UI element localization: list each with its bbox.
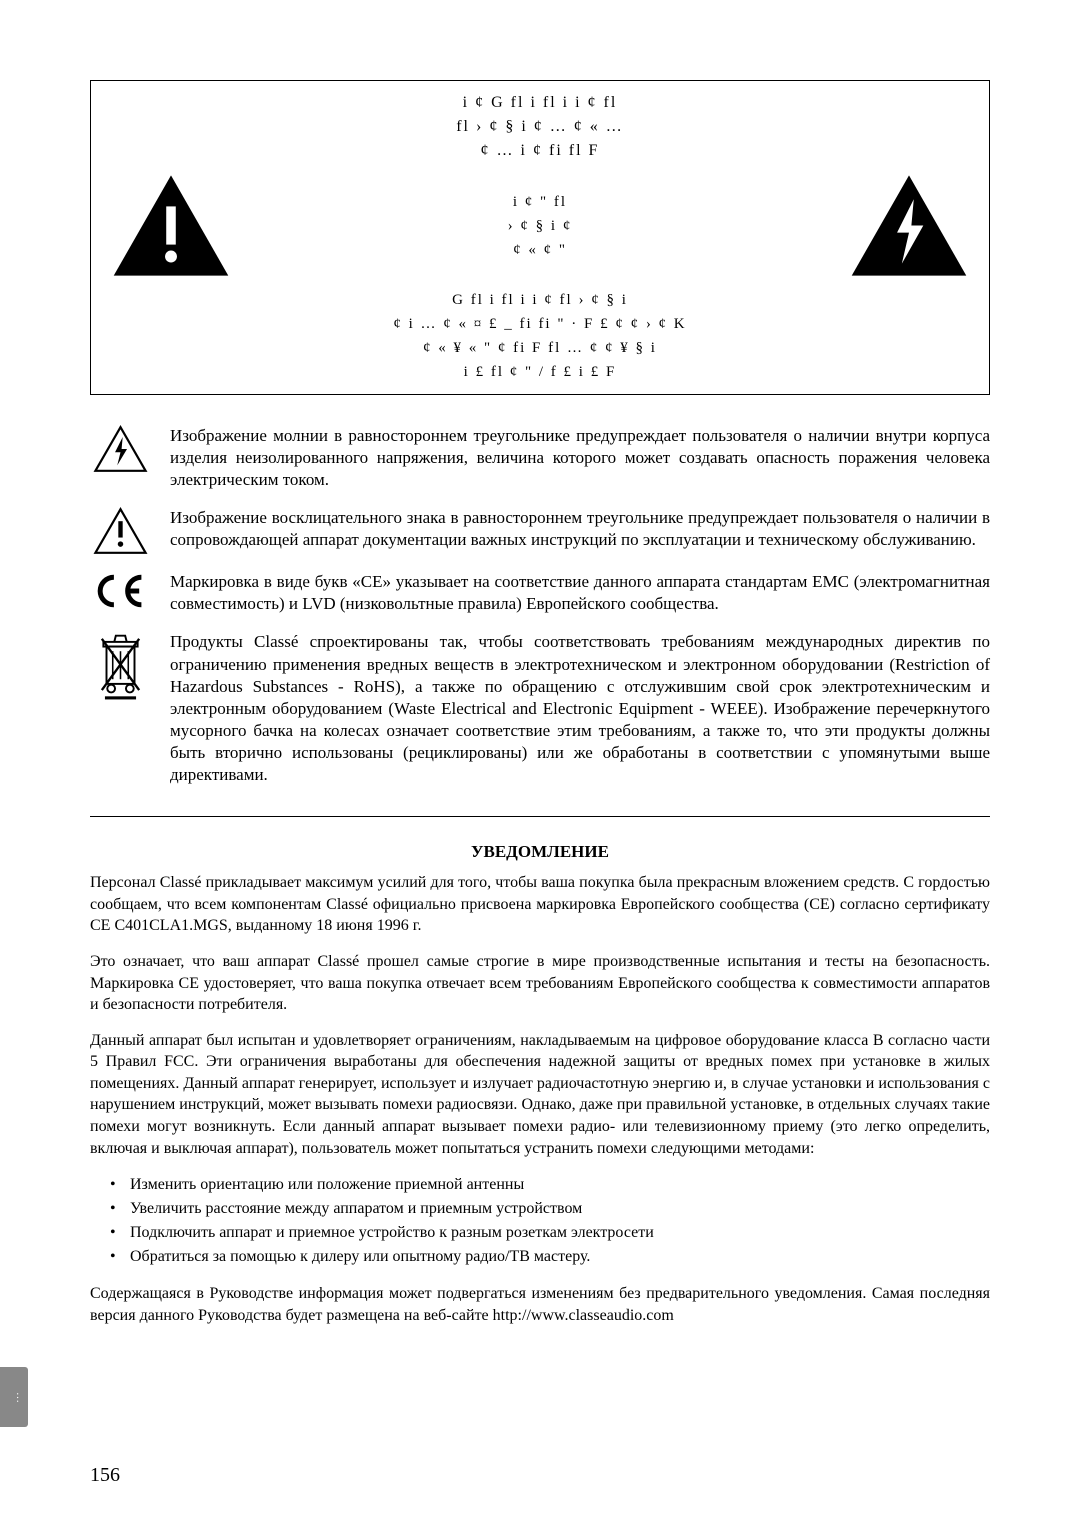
symbol-ce-text: Маркировка в виде букв «CE» указывает на… xyxy=(170,571,990,615)
exclamation-outline-icon xyxy=(90,507,150,555)
warning-bottom-text: G fl i fl i i ¢ fl › ¢ § i ¢ i … ¢ « ¤ £… xyxy=(111,288,969,384)
notice-para-1: Персонал Classé прикладывает максимум ус… xyxy=(90,872,990,937)
warning-top-text: i ¢ G fl i fl i i ¢ fl fl › ¢ § i ¢ … ¢ … xyxy=(111,91,969,163)
notice-list: Изменить ориентацию или положение приемн… xyxy=(90,1173,990,1269)
warning-top-line1: i ¢ G fl i fl i i ¢ fl xyxy=(111,91,969,115)
warning-bottom-line1: G fl i fl i i ¢ fl › ¢ § i xyxy=(111,288,969,312)
warning-center-text: i ¢ " fl › ¢ § i ¢ ¢ « ¢ " xyxy=(231,190,849,262)
exclamation-triangle-icon xyxy=(111,173,231,278)
warning-top-line2: fl › ¢ § i ¢ … ¢ « … xyxy=(111,115,969,139)
ce-mark-icon xyxy=(90,571,150,615)
page-number: 156 xyxy=(90,1464,120,1487)
symbol-lightning-row: Изображение молнии в равностороннем треу… xyxy=(90,425,990,491)
weee-bin-icon xyxy=(90,631,150,786)
notice-list-item: Изменить ориентацию или положение приемн… xyxy=(130,1173,990,1197)
warning-top-line3: ¢ … i ¢ fi fl F xyxy=(111,139,969,163)
warning-bottom-line2: ¢ i … ¢ « ¤ £ _ fi fi " · F £ ¢ ¢ › ¢ K xyxy=(111,312,969,336)
lightning-outline-icon xyxy=(90,425,150,491)
notice-para-2: Это означает, что ваш аппарат Classé про… xyxy=(90,951,990,1016)
symbol-ce-row: Маркировка в виде букв «CE» указывает на… xyxy=(90,571,990,615)
symbol-weee-row: Продукты Classé спроектированы так, чтоб… xyxy=(90,631,990,786)
warning-center-line2: › ¢ § i ¢ xyxy=(251,214,829,238)
warning-center-line1: i ¢ " fl xyxy=(251,190,829,214)
warning-bottom-line3: ¢ « ¥ « " ¢ fi F fl … ¢ ¢ ¥ § i xyxy=(111,336,969,360)
symbol-exclamation-row: Изображение восклицательного знака в рав… xyxy=(90,507,990,555)
symbol-lightning-text: Изображение молнии в равностороннем треу… xyxy=(170,425,990,491)
symbol-exclamation-text: Изображение восклицательного знака в рав… xyxy=(170,507,990,555)
symbol-weee-text: Продукты Classé спроектированы так, чтоб… xyxy=(170,631,990,786)
warning-icons-row: i ¢ " fl › ¢ § i ¢ ¢ « ¢ " xyxy=(111,173,969,278)
warning-bottom-line4: i £ fl ¢ " / f £ i £ F xyxy=(111,360,969,384)
notice-para-3: Данный аппарат был испытан и удовлетворя… xyxy=(90,1030,990,1160)
lightning-triangle-icon xyxy=(849,173,969,278)
notice-para-4: Содержащаяся в Руководстве информация мо… xyxy=(90,1283,990,1326)
notice-list-item: Подключить аппарат и приемное устройство… xyxy=(130,1221,990,1245)
warning-center-line3: ¢ « ¢ " xyxy=(251,238,829,262)
side-tab: … xyxy=(0,1367,28,1427)
notice-list-item: Обратиться за помощью к дилеру или опытн… xyxy=(130,1245,990,1269)
section-divider xyxy=(90,816,990,817)
warning-box: i ¢ G fl i fl i i ¢ fl fl › ¢ § i ¢ … ¢ … xyxy=(90,80,990,395)
notice-list-item: Увеличить расстояние между аппаратом и п… xyxy=(130,1197,990,1221)
notice-title: УВЕДОМЛЕНИЕ xyxy=(90,842,990,862)
